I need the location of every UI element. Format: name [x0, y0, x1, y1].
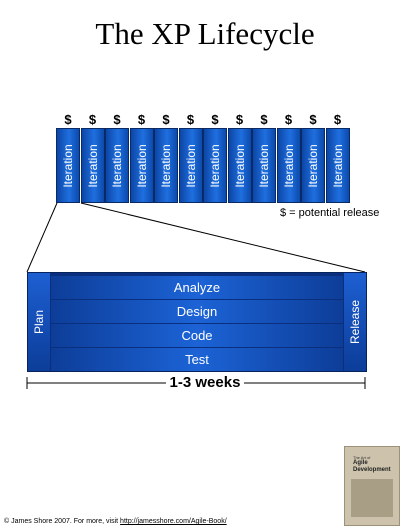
- release-marker-10: $: [284, 112, 293, 127]
- release-label: Release: [348, 299, 362, 345]
- book-cover-small-text: The Art of: [353, 455, 371, 460]
- iteration-timeline: Iteration Iteration Iteration Iteration Iter…: [56, 128, 360, 203]
- release-marker-11: $: [309, 112, 317, 127]
- release-marker-1: $: [64, 112, 72, 127]
- footer-link[interactable]: http://jamesshore.com/Agile-Book/: [120, 518, 227, 525]
- phase-test: Test: [51, 348, 343, 371]
- iteration-2: Iteration: [80, 128, 105, 203]
- release-marker-9: $: [260, 112, 268, 127]
- iteration-5: Iteration: [154, 128, 178, 203]
- release-legend: $ = potential release: [280, 207, 380, 219]
- footer: © James Shore 2007. For more, visit http…: [4, 518, 227, 525]
- page-title: The XP Lifecycle: [95, 16, 315, 51]
- release-marker-7: $: [211, 112, 219, 127]
- iteration-detail-panel: Plan Analyze Design Code Test Release: [27, 272, 367, 372]
- release-marker-8: $: [235, 112, 244, 127]
- iteration-6: Iteration: [178, 128, 203, 203]
- iteration-8: Iteration: [227, 128, 252, 203]
- iteration-1: Iteration: [56, 128, 80, 203]
- plan-label: Plan: [32, 309, 46, 335]
- iteration-3: Iteration: [105, 128, 129, 203]
- release-marker-12: $: [333, 112, 342, 127]
- duration-label: 1-3 weeks: [0, 373, 410, 393]
- release-column: Release: [344, 273, 366, 371]
- book-cover-title: Agile Development: [353, 460, 391, 473]
- duration-text: 1-3 weeks: [165, 374, 245, 391]
- release-marker-4: $: [137, 112, 146, 127]
- release-marker-6: $: [186, 112, 195, 127]
- iteration-9: Iteration: [252, 128, 276, 203]
- book-cover-image: The Art of Agile Development: [344, 446, 400, 526]
- iteration-4: Iteration: [129, 128, 154, 203]
- iteration-7: Iteration: [203, 128, 227, 203]
- release-marker-3: $: [113, 112, 121, 127]
- footer-text: © James Shore 2007. For more, visit: [4, 518, 119, 525]
- release-marker-5: $: [162, 112, 170, 127]
- phase-analyze: Analyze: [51, 276, 343, 299]
- iteration-11: Iteration: [301, 128, 325, 203]
- plan-column: Plan: [28, 273, 50, 371]
- iteration-10: Iteration: [276, 128, 301, 203]
- book-cover-illustration: [351, 479, 393, 517]
- phase-code: Code: [51, 324, 343, 347]
- release-marker-2: $: [88, 112, 97, 127]
- phase-design: Design: [51, 300, 343, 323]
- zoom-line-right: [80, 202, 366, 273]
- iteration-12: Iteration: [325, 128, 350, 203]
- zoom-line-left: [26, 202, 58, 273]
